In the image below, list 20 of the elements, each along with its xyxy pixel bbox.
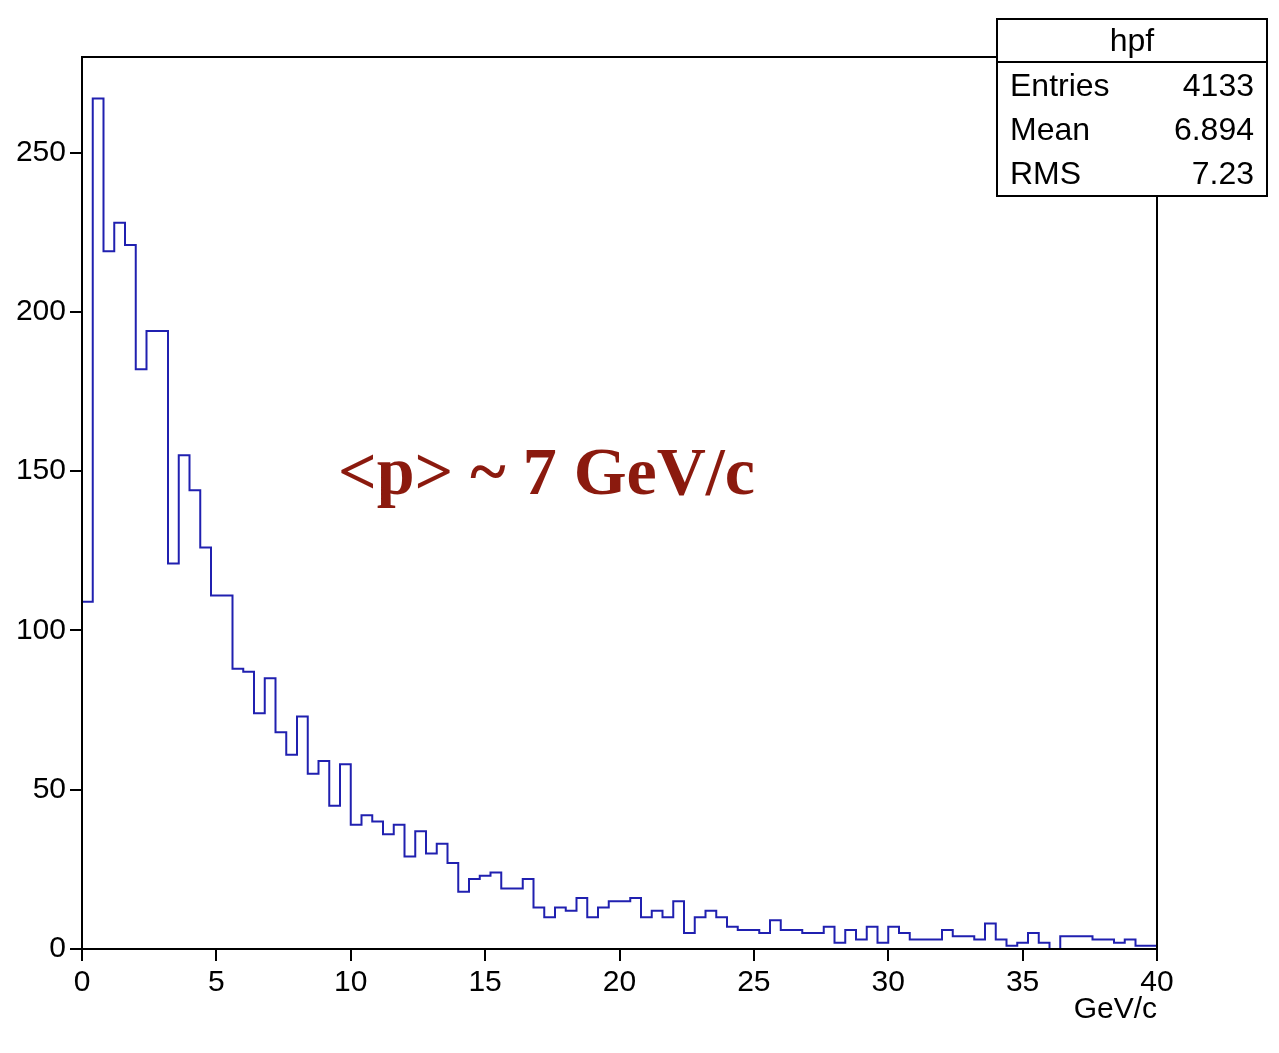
- y-tick-label: 50: [32, 770, 66, 804]
- y-tick-label: 0: [49, 930, 66, 964]
- y-tick-label: 150: [15, 452, 66, 486]
- x-tick-label: 35: [1005, 964, 1040, 998]
- text: Entries 4133: [1010, 67, 1254, 103]
- text: RMS 7.23: [1010, 155, 1254, 191]
- annotation: <p> ~ 7 GeV/c: [338, 432, 755, 511]
- x-tick-label: 10: [334, 964, 368, 998]
- text: Mean 6.894: [1010, 111, 1254, 147]
- x-tick-label: 15: [468, 964, 502, 998]
- x-axis-title: GeV/c: [1073, 991, 1157, 1025]
- x-tick-label: 0: [73, 964, 91, 998]
- x-tick-label: 25: [737, 964, 771, 998]
- y-tick-label: 100: [15, 611, 66, 645]
- y-tick-label: 250: [15, 133, 66, 167]
- x-tick-label: 20: [602, 964, 637, 998]
- annotation: hpf: [998, 20, 1266, 63]
- y-tick-label: 200: [15, 293, 66, 327]
- x-tick-label: 5: [208, 964, 225, 998]
- x-tick-label: 30: [871, 964, 905, 998]
